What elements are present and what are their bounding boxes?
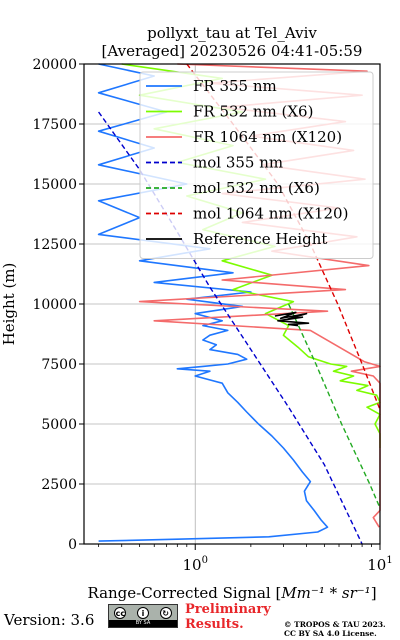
copyright-line-2: CC BY SA 4.0 License.	[284, 629, 377, 638]
cc-badge-caption: BY SA	[109, 620, 177, 627]
share-alike-icon: ↻	[159, 606, 172, 619]
y-tick-label: 20000	[32, 57, 77, 73]
chart-subtitle: [Averaged] 20230526 04:41-05:59	[102, 42, 363, 60]
series-line-5	[287, 303, 381, 509]
legend-label: FR 355 nm	[193, 77, 277, 95]
series-line-7	[274, 311, 310, 327]
x-axis-label-prefix: Range-Corrected Signal [	[87, 584, 281, 602]
legend-label: mol 1064 nm (X120)	[193, 205, 348, 223]
y-tick-label: 10000	[32, 297, 77, 313]
y-tick-label: 15000	[32, 177, 77, 193]
legend-label: FR 1064 nm (X120)	[193, 128, 342, 146]
chart-title: pollyxt_tau at Tel_Aviv	[147, 24, 317, 42]
legend-label: FR 532 nm (X6)	[193, 103, 313, 121]
cc-license-badge[interactable]: cc i ↻ BY SA	[108, 604, 178, 628]
attribution-icon: i	[136, 606, 149, 619]
x-axis-label-units: Mm⁻¹ * sr⁻¹	[280, 584, 370, 602]
y-axis-label: Height (m)	[0, 263, 18, 346]
series-line-1	[97, 63, 329, 542]
cc-icon: cc	[114, 606, 127, 619]
legend-label: Reference Height	[193, 230, 327, 248]
y-tick-label: 12500	[32, 237, 77, 253]
y-tick-label: 7500	[41, 357, 77, 373]
y-tick-label: 5000	[41, 417, 77, 433]
x-tick-label: 101	[367, 555, 392, 574]
x-axis-label-suffix: ]	[371, 584, 377, 602]
y-tick-label: 17500	[32, 117, 77, 133]
legend-label: mol 355 nm	[193, 154, 283, 172]
tick-layer: 0 2500 5000 7500 10000 12500 15000 17500 20000 10…	[32, 57, 392, 574]
preliminary-line-2: Results.	[185, 617, 244, 632]
copyright-line-1: © TROPOS & TAU 2023.	[284, 620, 386, 629]
x-axis-label: Range-Corrected Signal [Mm⁻¹ * sr⁻¹]	[87, 584, 376, 602]
legend-label: mol 532 nm (X6)	[193, 179, 320, 197]
y-tick-label: 2500	[41, 477, 77, 493]
legend: FR 355 nm FR 532 nm (X6) FR 1064 nm (X120)…	[139, 71, 374, 259]
x-tick-label: 100	[183, 555, 208, 574]
legend-box	[139, 71, 374, 259]
cc-badge-icons: cc i ↻	[109, 605, 177, 620]
y-tick-label: 0	[68, 537, 77, 553]
version-label: Version: 3.6	[4, 611, 95, 629]
preliminary-line-1: Preliminary	[185, 602, 271, 617]
